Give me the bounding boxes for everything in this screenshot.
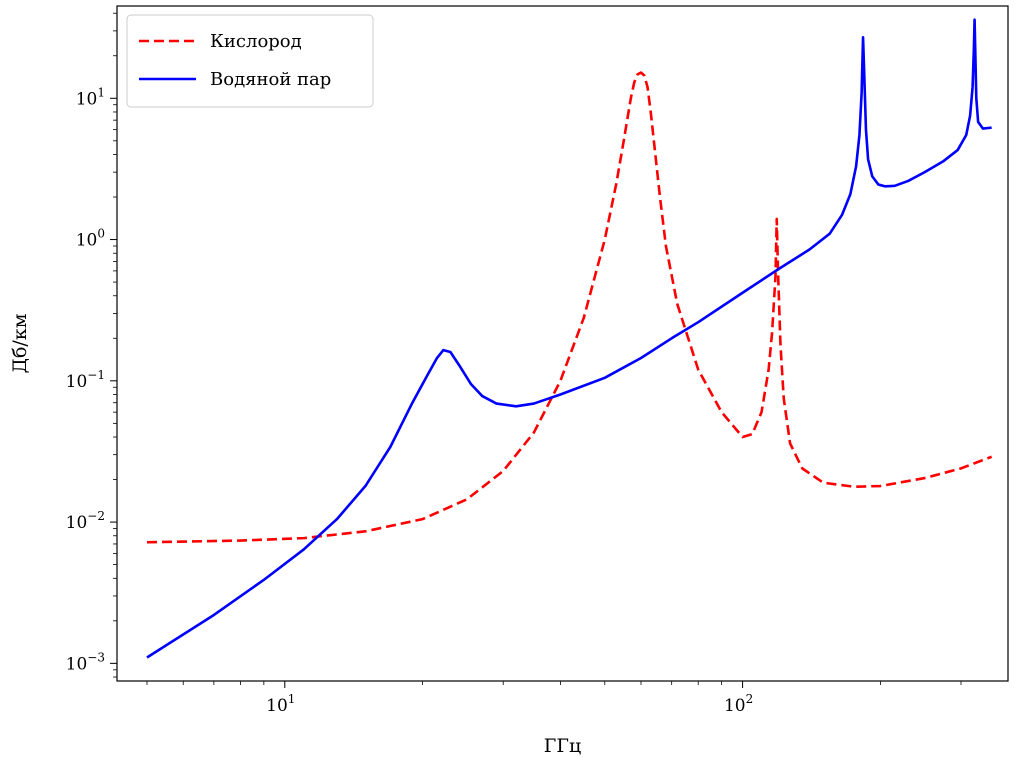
series-line-oxygen	[146, 71, 993, 544]
legend-box	[126, 14, 374, 108]
x-axis-label: ГГц	[544, 735, 581, 757]
y-tick-label: 10−1	[66, 368, 105, 392]
x-tick-label: 102	[724, 692, 753, 716]
y-axis-label: Дб/км	[9, 313, 31, 373]
x-tick-label: 101	[266, 692, 295, 716]
legend-label-oxygen: Кислород	[210, 31, 302, 52]
tick-labels-layer: 101 102 10−3 10−2 10−1 100 101	[66, 85, 754, 716]
series-layer	[146, 18, 993, 659]
ticks-layer	[110, 12, 962, 688]
y-tick-label: 10−3	[66, 650, 105, 674]
legend-label-water-vapor: Водяной пар	[210, 69, 331, 90]
y-tick-label: 10−2	[66, 509, 105, 533]
plot-frame	[116, 5, 1009, 682]
y-tick-label: 101	[76, 85, 105, 109]
series-line-water-vapor	[146, 18, 992, 659]
y-tick-label: 100	[76, 227, 105, 251]
legend: Кислород Водяной пар	[126, 14, 374, 108]
